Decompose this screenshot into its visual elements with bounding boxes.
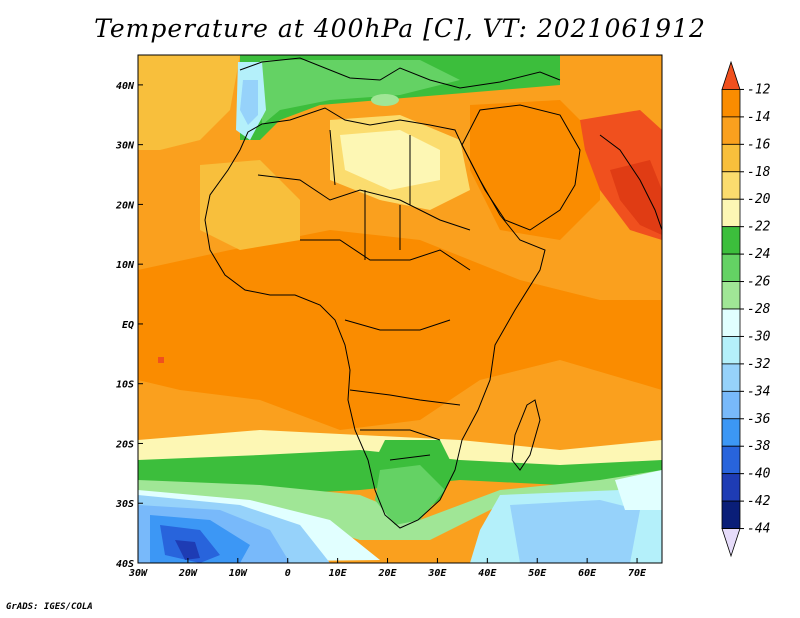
border-3: [344, 319, 451, 331]
field-west-africa: [200, 160, 300, 250]
colorbar-swatch: [721, 418, 741, 447]
colorbar-label: -14: [747, 110, 770, 125]
field-sahara-pale: [340, 130, 440, 190]
credit-text: GrADS: IGES/COLA: [6, 602, 93, 612]
africa-coastline: [204, 107, 546, 529]
colorbar-swatch: [721, 253, 741, 282]
temperature-field: [138, 55, 662, 563]
colorbar-swatch: [721, 363, 741, 392]
field-south-lightgreen: [138, 470, 662, 540]
europe-coastline: [239, 57, 561, 89]
lat-tick-label: 20N: [115, 200, 135, 211]
lon-tick-label: 30W: [128, 568, 148, 579]
lon-tick-label: 20W: [178, 568, 198, 579]
field-south-africa-light: [375, 465, 445, 525]
colorbar-swatch: [721, 143, 741, 173]
lon-tick-label: 10W: [229, 568, 248, 579]
colorbar-label: -36: [747, 412, 771, 427]
border-6: [360, 429, 441, 461]
colorbar-swatch: [721, 60, 741, 90]
colorbar-label: -40: [747, 467, 771, 482]
colorbar-label: -20: [747, 192, 771, 207]
lat-tick-label: 20S: [115, 439, 134, 450]
lat-tick-label: 40S: [116, 559, 134, 570]
colorbar-swatch: [721, 116, 741, 145]
colorbar-label: -42: [747, 494, 771, 509]
lat-tick-label: 10N: [116, 260, 135, 271]
lat-tick-label: 40N: [116, 81, 135, 92]
lon-tick-label: 30E: [427, 568, 447, 579]
colorbar-label: -30: [747, 329, 771, 344]
border-1: [257, 174, 471, 231]
lon-tick-label: 70E: [628, 568, 647, 579]
colorbar: -12 -14 -16 -18 -20 -22 -24 -26 -28 -30 -32 -34 -36 -…: [721, 60, 771, 558]
chart-title: Temperature at 400hPa [C], VT: 202106191…: [94, 14, 706, 43]
lat-tick-label: 30S: [115, 499, 134, 510]
colorbar-swatch: [721, 445, 741, 475]
lon-tick-label: 10E: [329, 568, 348, 579]
field-north-atlantic: [138, 55, 240, 150]
plot-frame: [137, 54, 663, 564]
field-med-cool-spot: [371, 94, 399, 106]
lon-tick-label: 0: [285, 568, 291, 579]
colorbar-label: -12: [747, 82, 771, 97]
border-2: [300, 239, 471, 271]
lon-tick-label: 20E: [377, 568, 397, 579]
colorbar-label: -18: [747, 165, 771, 180]
colorbar-swatch: [721, 528, 741, 558]
lon-tick-label: 50E: [528, 568, 547, 579]
latitude-axis: 40N 30N 20N 10N EQ 10S 20S 30S 40S: [115, 81, 143, 570]
colorbar-swatch: [721, 336, 741, 365]
arabia-coastline: [461, 104, 581, 231]
colorbar-label: -16: [747, 137, 771, 152]
field-arabia: [470, 100, 600, 240]
colorbar-label: -26: [747, 275, 771, 290]
colorbar-label: -32: [747, 357, 771, 372]
field-atlantic-hot-spot: [158, 357, 164, 363]
border-4: [349, 389, 461, 406]
field-south-ocean-blue5: [175, 540, 200, 560]
colorbar-swatch: [721, 198, 741, 228]
lat-tick-label: 10S: [116, 380, 134, 391]
colorbar-swatch: [721, 473, 741, 502]
colorbar-label: -34: [747, 384, 770, 399]
field-southeast-pale: [615, 470, 662, 510]
field-india-core: [610, 160, 662, 235]
longitude-axis: 30W 20W 10W 0 10E 20E 30E 40E 50E 60E 70E: [128, 558, 647, 579]
colorbar-swatch: [721, 89, 741, 118]
field-southeast-blue2: [510, 500, 640, 563]
colorbar-swatch: [721, 308, 741, 337]
border-5: [329, 129, 411, 260]
lon-tick-label: 40E: [478, 568, 497, 579]
field-mediterranean-light: [260, 60, 460, 125]
colorbar-swatch: [721, 281, 741, 310]
colorbar-label: -28: [747, 302, 771, 317]
colorbar-swatch: [721, 500, 741, 529]
india-coastline: [599, 134, 662, 231]
colorbar-label: -22: [747, 220, 771, 235]
madagascar-coastline: [511, 399, 541, 471]
colorbar-label: -38: [747, 439, 771, 454]
colorbar-swatch: [721, 226, 741, 255]
coastlines: [204, 57, 662, 529]
lon-tick-label: 60E: [578, 568, 597, 579]
colorbar-swatch: [721, 390, 741, 420]
field-iberia-cold2: [240, 80, 258, 125]
colorbar-swatch: [721, 171, 741, 200]
colorbar-label: -44: [747, 522, 770, 537]
colorbar-label: -24: [747, 247, 770, 262]
lat-tick-label: 30N: [115, 141, 135, 152]
lat-tick-label: EQ: [122, 320, 134, 331]
